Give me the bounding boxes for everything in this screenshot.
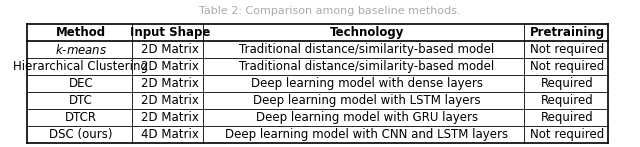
- Text: Technology: Technology: [330, 26, 404, 39]
- Text: 2D Matrix: 2D Matrix: [141, 77, 199, 90]
- Text: Traditional distance/similarity-based model: Traditional distance/similarity-based mo…: [239, 60, 494, 73]
- Text: 2D Matrix: 2D Matrix: [141, 60, 199, 73]
- Text: DTCR: DTCR: [65, 111, 97, 124]
- Text: DTC: DTC: [69, 94, 93, 107]
- Text: DSC (ours): DSC (ours): [49, 128, 113, 141]
- Text: Not required: Not required: [531, 43, 605, 56]
- Text: 2D Matrix: 2D Matrix: [141, 111, 199, 124]
- Text: 2D Matrix: 2D Matrix: [141, 43, 199, 56]
- Text: Required: Required: [541, 94, 594, 107]
- Text: 2D Matrix: 2D Matrix: [141, 94, 199, 107]
- Text: Table 2: Comparison among baseline methods.: Table 2: Comparison among baseline metho…: [199, 6, 460, 16]
- Text: Deep learning model with dense layers: Deep learning model with dense layers: [251, 77, 483, 90]
- Text: Not required: Not required: [531, 128, 605, 141]
- Text: Traditional distance/similarity-based model: Traditional distance/similarity-based mo…: [239, 43, 494, 56]
- Text: Required: Required: [541, 111, 594, 124]
- Text: DEC: DEC: [68, 77, 93, 90]
- Text: Hierarchical Clustering: Hierarchical Clustering: [13, 60, 148, 73]
- Text: Pretraining: Pretraining: [530, 26, 605, 39]
- Text: Input Shape: Input Shape: [130, 26, 211, 39]
- Text: $k$-means: $k$-means: [54, 43, 107, 57]
- Text: Required: Required: [541, 77, 594, 90]
- Text: Method: Method: [56, 26, 106, 39]
- Text: Deep learning model with CNN and LSTM layers: Deep learning model with CNN and LSTM la…: [225, 128, 508, 141]
- Text: Deep learning model with LSTM layers: Deep learning model with LSTM layers: [253, 94, 481, 107]
- Text: Not required: Not required: [531, 60, 605, 73]
- Text: 4D Matrix: 4D Matrix: [141, 128, 199, 141]
- Text: Deep learning model with GRU layers: Deep learning model with GRU layers: [255, 111, 477, 124]
